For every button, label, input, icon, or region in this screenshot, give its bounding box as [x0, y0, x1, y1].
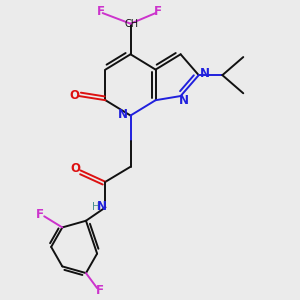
Text: F: F	[96, 284, 104, 297]
Text: N: N	[97, 200, 107, 213]
Text: CH: CH	[125, 19, 139, 29]
Text: F: F	[36, 208, 44, 220]
Text: F: F	[97, 5, 105, 18]
Text: N: N	[118, 109, 128, 122]
Text: F: F	[154, 5, 162, 18]
Text: O: O	[69, 89, 79, 102]
Text: N: N	[200, 67, 210, 80]
Text: O: O	[70, 162, 80, 175]
Text: H: H	[92, 202, 99, 212]
Text: N: N	[179, 94, 189, 107]
